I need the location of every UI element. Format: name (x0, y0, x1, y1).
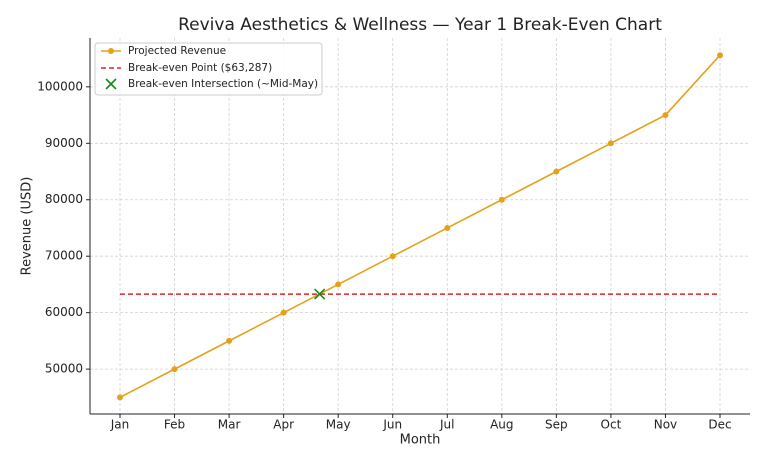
legend-label: Break-even Intersection (~Mid-May) (128, 78, 318, 90)
revenue-line (119, 54, 721, 399)
revenue-point (117, 394, 123, 401)
y-tick-label: 90000 (45, 136, 83, 150)
x-axis-label: Month (400, 433, 441, 448)
x-tick-label: Dec (708, 418, 731, 432)
revenue-point (444, 224, 451, 231)
x-tick-label: Apr (273, 418, 294, 432)
y-axis-label: Revenue (USD) (20, 177, 35, 276)
legend-swatch (108, 48, 114, 54)
x-tick-label: Aug (490, 418, 513, 432)
plot-area (117, 52, 723, 401)
intersection-marker (314, 288, 326, 300)
revenue-point (335, 281, 342, 288)
y-tick-label: 100000 (37, 79, 83, 93)
x-tick-label: Oct (601, 418, 622, 432)
x-tick-label: Jul (439, 418, 454, 432)
y-tick-label: 70000 (45, 249, 83, 263)
legend: Projected Revenue Break-even Point ($63,2… (94, 42, 323, 96)
y-tick-label: 80000 (45, 192, 83, 206)
x-tick-label: Nov (654, 418, 677, 432)
revenue-point (607, 140, 614, 147)
legend-label: Projected Revenue (128, 45, 226, 57)
x-tick-label: Feb (164, 418, 185, 432)
y-tick-label: 60000 (45, 305, 83, 319)
revenue-point (389, 253, 396, 260)
legend-swatch (105, 78, 117, 90)
revenue-point (553, 168, 560, 175)
x-tick-label: Jun (382, 418, 402, 432)
revenue-point (662, 112, 669, 119)
legend-label: Break-even Point ($63,287) (128, 62, 272, 74)
y-tick-label: 50000 (45, 362, 83, 376)
revenue-point (280, 309, 287, 316)
x-tick-label: May (326, 418, 351, 432)
revenue-point (171, 366, 178, 373)
legend-box (94, 42, 323, 96)
chart-title: Reviva Aesthetics & Wellness — Year 1 Br… (178, 15, 662, 35)
x-tick-label: Jan (110, 418, 130, 432)
revenue-point (717, 52, 723, 59)
revenue-point (498, 196, 505, 203)
x-tick-label: Mar (218, 418, 241, 432)
x-tick-label: Sep (545, 418, 568, 432)
revenue-point (226, 337, 233, 344)
